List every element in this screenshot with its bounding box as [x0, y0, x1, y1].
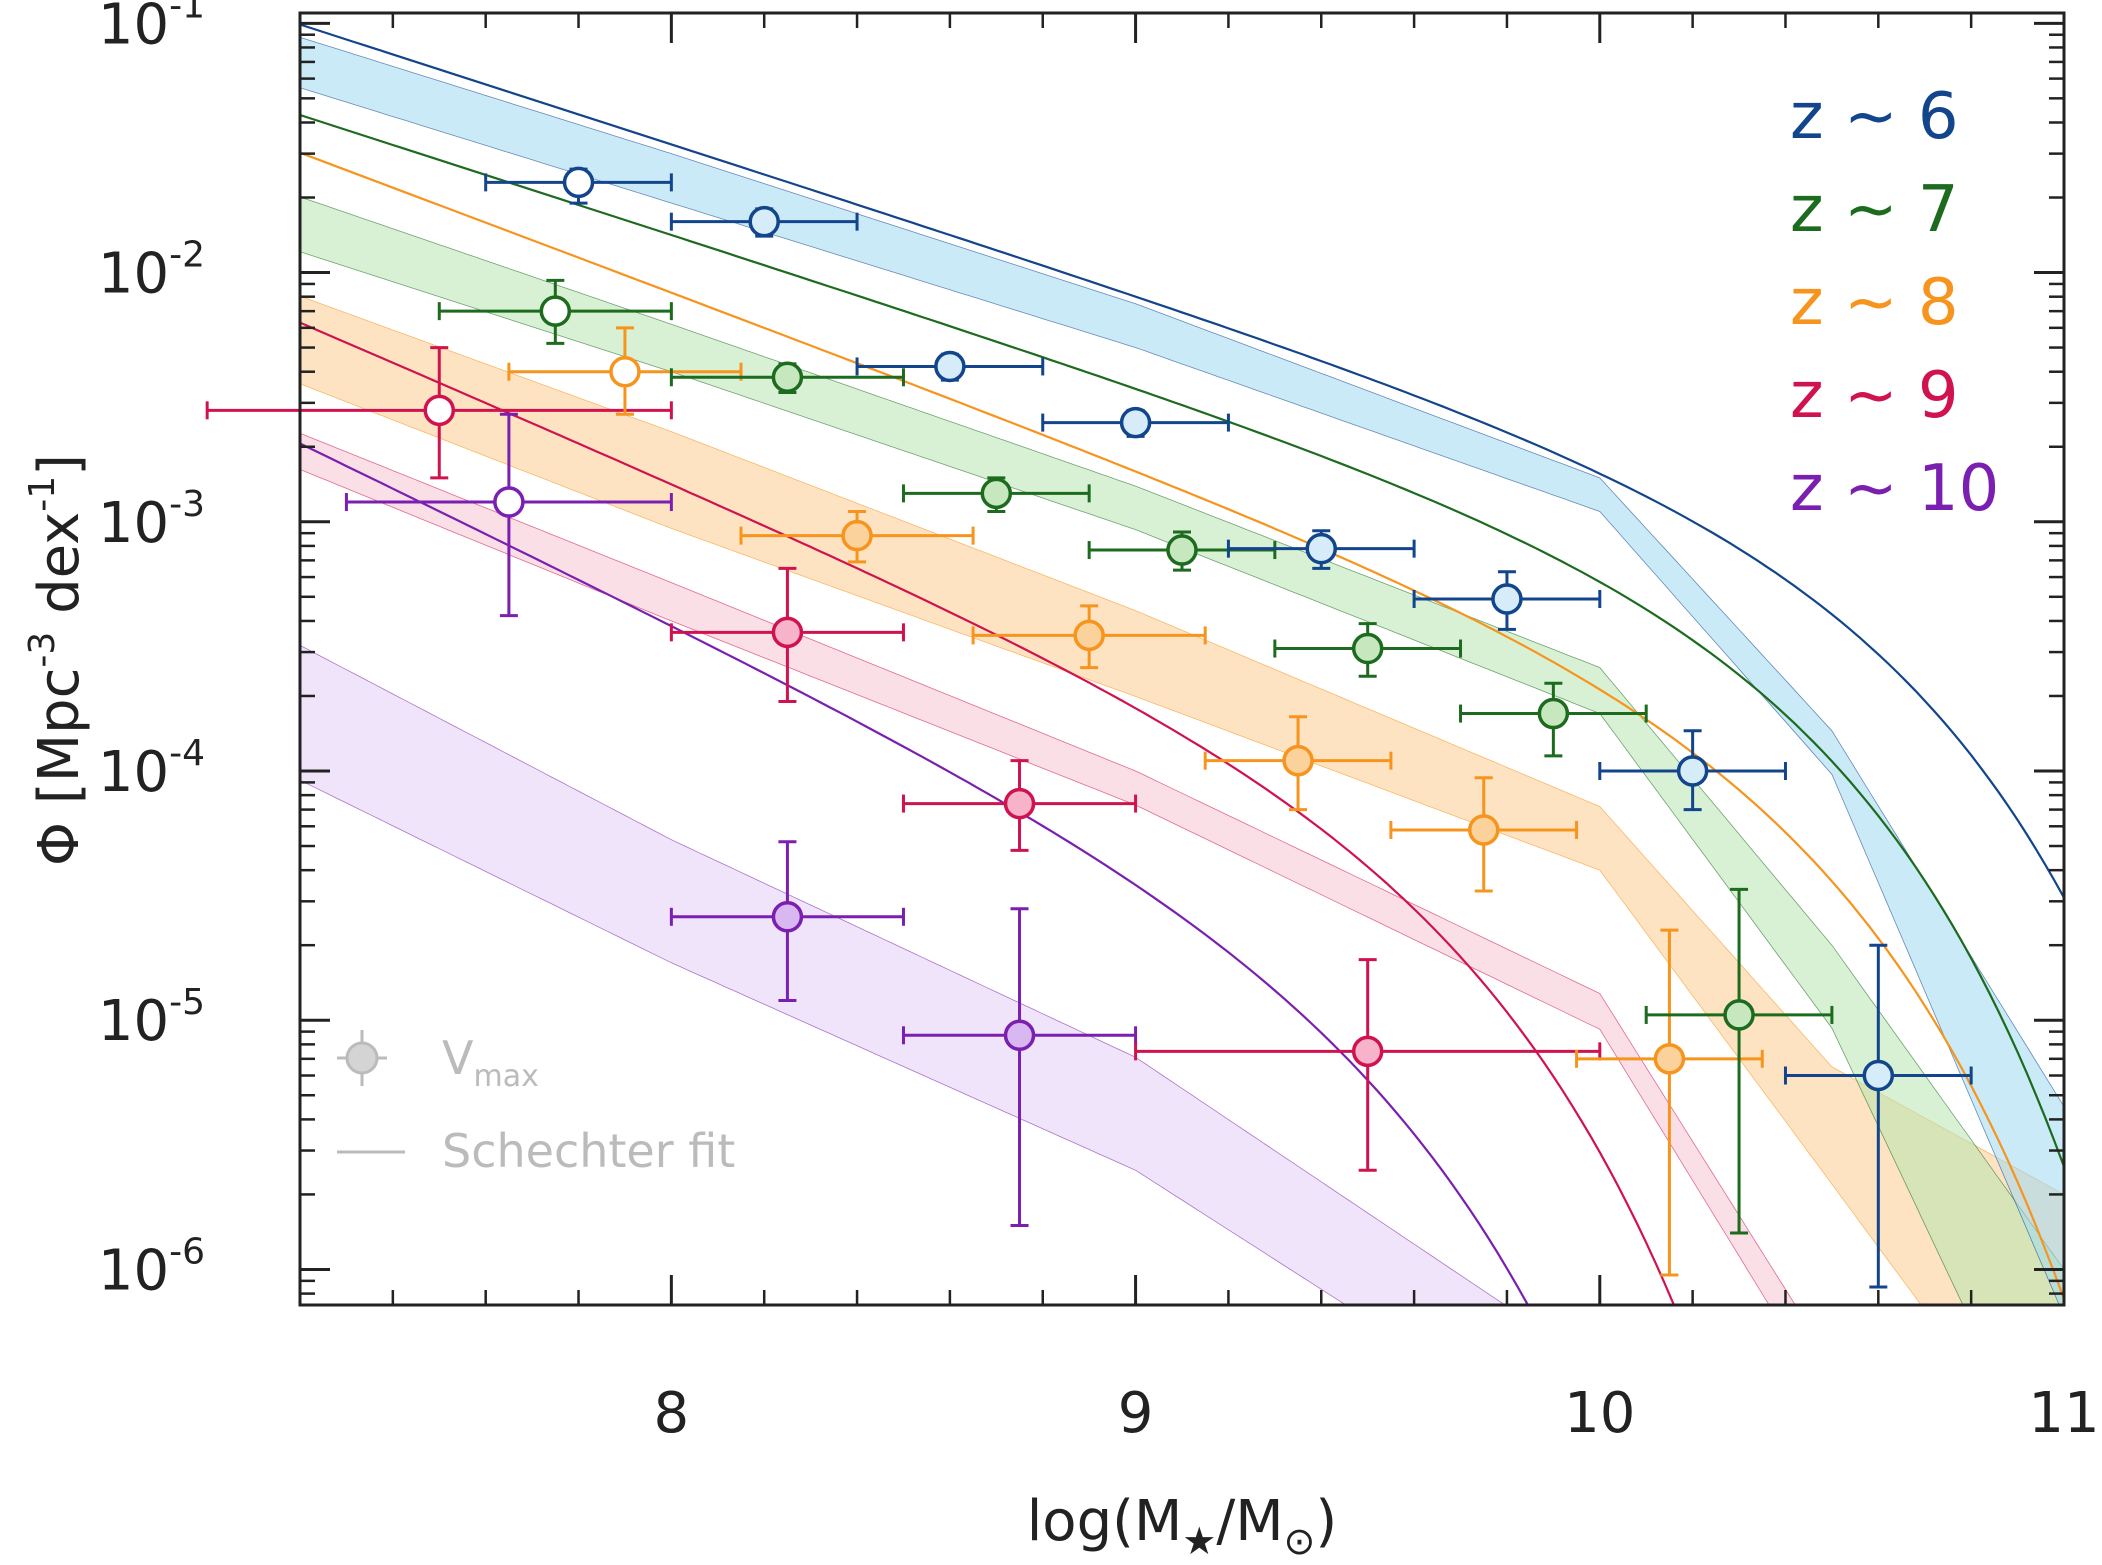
- point-marker: [423, 394, 456, 427]
- point-marker: [1282, 744, 1314, 777]
- z7-point-3: [901, 476, 1091, 513]
- z8-fit-band: [300, 295, 2064, 1305]
- z6-schechter-fit: [300, 23, 2064, 899]
- legend-entry-z6: z ~ 6: [1790, 80, 1959, 154]
- z8-point-5: [1389, 776, 1579, 893]
- legend-entry-z7: z ~ 7: [1790, 173, 1959, 247]
- point-marker: [539, 295, 572, 327]
- point-marker: [1537, 697, 1570, 730]
- z7-fit-band: [300, 196, 2064, 1305]
- point-marker: [1491, 583, 1523, 615]
- z6-point-6: [1412, 570, 1602, 631]
- point-marker: [1305, 532, 1338, 565]
- z9-point-1: [205, 346, 673, 480]
- key-points-label: Vmax: [442, 1031, 539, 1094]
- z10-schechter-fit: [300, 442, 1530, 1305]
- legend: z ~ 6 z ~ 7 z ~ 8 z ~ 9 z ~ 10: [1790, 80, 1999, 526]
- z6-point-5: [1226, 529, 1416, 570]
- z7-schechter-fit: [300, 113, 2064, 1167]
- point-marker: [771, 616, 804, 649]
- z8-point-6: [1575, 928, 1764, 1277]
- point-marker: [493, 486, 525, 518]
- z10-point-1: [344, 412, 673, 618]
- fit-lines-layer: [300, 23, 2064, 1305]
- y-tick-label: 10-3: [98, 484, 205, 556]
- x-tick-label: 10: [1564, 1381, 1635, 1446]
- y-tick-label: 10-5: [98, 982, 205, 1054]
- z6-fit-band: [300, 36, 2064, 1305]
- z6-point-2: [669, 205, 859, 238]
- key-line-label: Schechter fit: [442, 1124, 735, 1178]
- plot-frame: [298, 11, 2066, 1307]
- z8-point-4: [1203, 715, 1393, 812]
- z6-point-4: [1041, 406, 1230, 439]
- z6-point-1: [484, 166, 673, 205]
- legend-entry-z10: z ~ 10: [1790, 452, 1999, 526]
- z6-point-8: [1783, 943, 1973, 1289]
- y-tick-label: 10-1: [98, 0, 205, 57]
- point-marker: [562, 166, 595, 199]
- y-tick-label: 10-2: [98, 235, 205, 307]
- z7-point-1: [437, 278, 673, 345]
- point-marker: [1653, 1043, 1686, 1075]
- point-marker: [1119, 406, 1152, 439]
- point-marker: [1676, 755, 1709, 787]
- z7-point-6: [1459, 681, 1648, 758]
- point-marker: [934, 350, 966, 383]
- point-marker: [1723, 999, 1755, 1031]
- point-marker: [771, 901, 804, 933]
- point-marker: [841, 519, 873, 552]
- point-marker: [771, 361, 804, 394]
- y-tick-label: 10-6: [98, 1231, 205, 1303]
- z10-point-2: [669, 840, 905, 1002]
- point-marker: [1003, 787, 1036, 820]
- y-tick-labels: 10-1 10-2 10-3 10-4 10-5 10-6: [98, 0, 205, 1303]
- x-tick-label: 11: [2028, 1381, 2099, 1446]
- point-marker: [1467, 814, 1500, 846]
- z6-point-3: [855, 350, 1045, 383]
- z6-point-7: [1598, 729, 1787, 812]
- x-axis-label: log(M★/M⊙): [1027, 1489, 1338, 1563]
- legend-entry-z8: z ~ 8: [1790, 266, 1959, 340]
- point-marker: [1351, 1035, 1384, 1068]
- point-marker: [1862, 1059, 1895, 1092]
- z10-point-3: [901, 907, 1138, 1228]
- z9-point-2: [669, 566, 905, 704]
- point-marker: [1351, 632, 1384, 665]
- point-marker: [1073, 619, 1105, 652]
- x-tick-label: 8: [654, 1381, 690, 1446]
- z7-point-7: [1644, 887, 1834, 1235]
- z10-fit-band: [300, 644, 1506, 1305]
- x-tick-label: 9: [1118, 1381, 1154, 1446]
- point-marker: [748, 205, 780, 238]
- z9-point-3: [901, 759, 1138, 852]
- z9-point-4: [1134, 958, 1602, 1172]
- data-points-layer: [205, 166, 1973, 1289]
- fit-bands-layer: [300, 36, 2064, 1305]
- z7-point-5: [1273, 622, 1463, 678]
- key-point-marker: [345, 1041, 379, 1075]
- point-marker: [1003, 1019, 1036, 1052]
- point-marker: [980, 477, 1013, 510]
- z7-point-2: [669, 361, 905, 395]
- x-tick-labels: 8 9 10 11: [654, 1381, 2100, 1446]
- z8-point-2: [739, 509, 975, 564]
- z8-schechter-fit: [300, 151, 2064, 1300]
- legend-entry-z9: z ~ 9: [1790, 359, 1959, 433]
- z9-schechter-fit: [300, 321, 1676, 1305]
- y-tick-label: 10-4: [98, 733, 205, 805]
- key: Vmax Schechter fit: [337, 1030, 735, 1178]
- z9-fit-band: [300, 432, 1796, 1305]
- point-marker: [1166, 534, 1198, 566]
- z8-point-3: [971, 604, 1207, 670]
- y-axis-label: Φ [Mpc-3 dex-1]: [22, 454, 92, 866]
- point-marker: [609, 355, 641, 388]
- axis-ticks: [298, 13, 2066, 1305]
